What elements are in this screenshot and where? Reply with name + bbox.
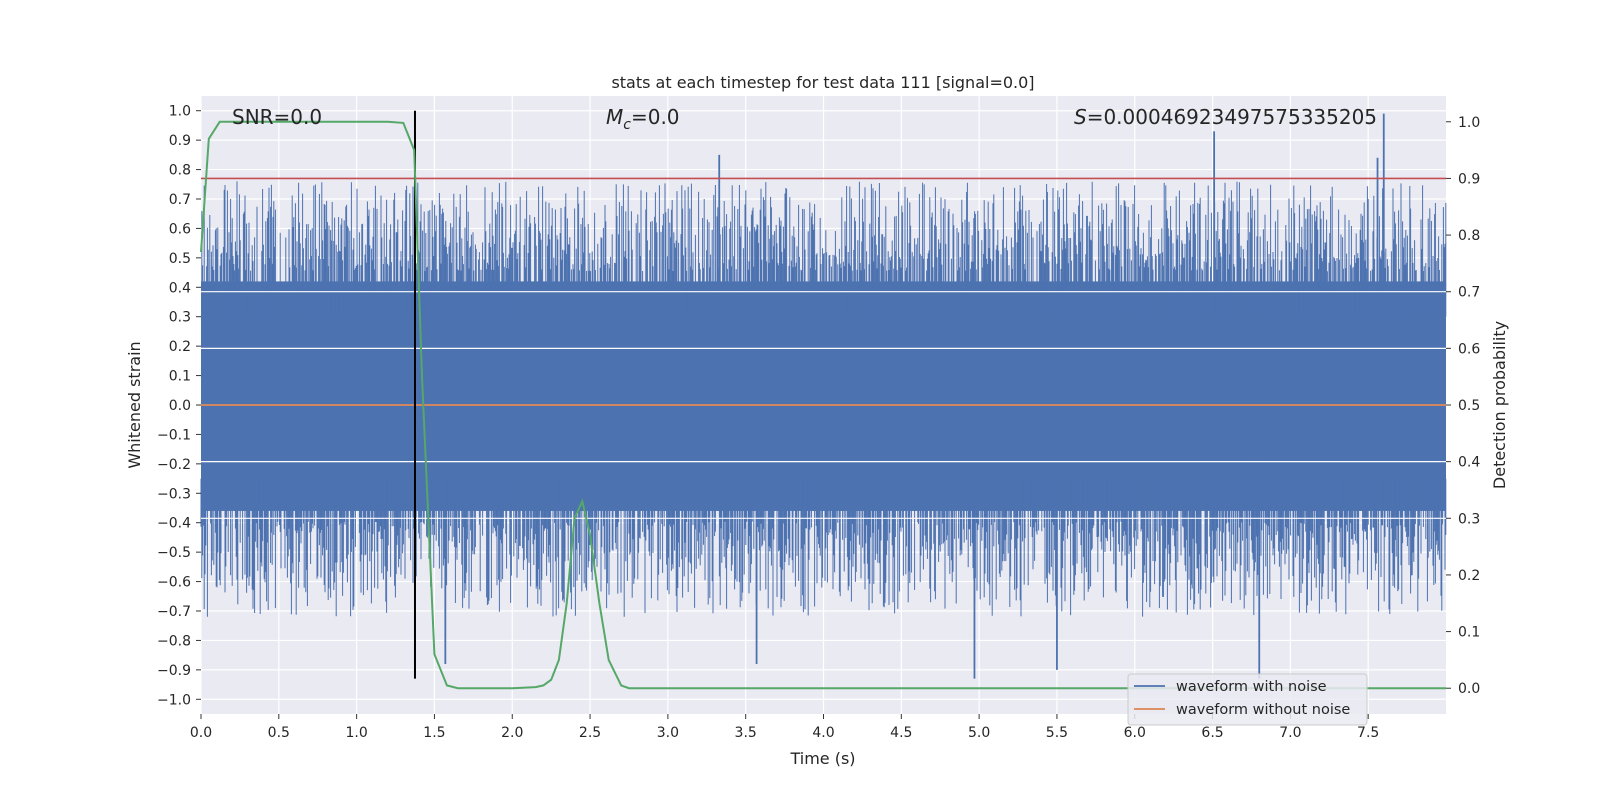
y-axis-ticks: 1.0 0.9 0.8 0.7 0.6 0.5 0.4 0.3 0.2 0.1 0.0 −0.1 −0.…	[157, 104, 201, 708]
x-tick-label: 7.5	[1357, 725, 1379, 741]
y-tick-label: −1.0	[157, 692, 191, 708]
x-axis-label: Time (s)	[789, 749, 855, 768]
y-tick-label: 0.4	[169, 280, 191, 296]
x-tick-label: 3.0	[657, 725, 679, 741]
y2-tick-label: 0.8	[1458, 228, 1480, 244]
snr-annotation: SNR=0.0	[232, 105, 322, 129]
y2-axis-ticks: 1.0 0.9 0.8 0.7 0.6 0.5 0.4 0.3 0.2 0.1 0.0	[1446, 115, 1480, 697]
y-axis-label: Whitened strain	[125, 341, 144, 468]
x-tick-label: 4.0	[812, 725, 834, 741]
x-tick-label: 1.5	[423, 725, 445, 741]
x-tick-label: 2.5	[579, 725, 601, 741]
y-tick-label: −0.4	[157, 516, 191, 532]
y2-tick-label: 0.2	[1458, 568, 1480, 584]
x-axis-ticks: 0.0 0.5 1.0 1.5 2.0 2.5 3.0 3.5 4.0 4.5 5.0 5.5 6.0 6…	[190, 714, 1379, 741]
y-tick-label: 0.6	[169, 221, 191, 237]
y-tick-label: −0.8	[157, 633, 191, 649]
y-tick-label: 0.0	[169, 398, 191, 414]
chirp-mass-annotation: Mc=0.0	[606, 105, 680, 133]
y-tick-label: −0.1	[157, 427, 191, 443]
x-tick-label: 0.0	[190, 725, 212, 741]
y2-tick-label: 0.6	[1458, 341, 1480, 357]
y-tick-label: 0.3	[169, 310, 191, 326]
y2-tick-label: 0.1	[1458, 625, 1480, 641]
y2-tick-label: 0.7	[1458, 285, 1480, 301]
x-tick-label: 0.5	[268, 725, 290, 741]
detection-probability-line	[200, 120, 1446, 690]
detection-probability-series	[200, 120, 1446, 690]
legend-label-clean: waveform without noise	[1176, 702, 1350, 718]
y-tick-label: −0.3	[157, 486, 191, 502]
y-tick-label: −0.7	[157, 604, 191, 620]
x-tick-label: 2.0	[501, 725, 523, 741]
y-tick-label: −0.9	[157, 663, 191, 679]
waveform-with-noise-series	[200, 113, 1447, 679]
legend: waveform with noise waveform without noi…	[1127, 673, 1368, 726]
legend-box	[1127, 673, 1368, 726]
legend-label-noise: waveform with noise	[1176, 679, 1327, 695]
y-tick-label: 0.8	[169, 163, 191, 179]
y2-tick-label: 0.0	[1458, 681, 1480, 697]
y-tick-label: −0.5	[157, 545, 191, 561]
y-tick-label: 0.1	[169, 369, 191, 385]
x-tick-label: 1.0	[345, 725, 367, 741]
x-tick-label: 3.5	[735, 725, 757, 741]
y-tick-label: 0.5	[169, 251, 191, 267]
y-tick-label: 0.2	[169, 339, 191, 355]
y2-tick-label: 0.9	[1458, 171, 1480, 187]
y-tick-label: −0.2	[157, 457, 191, 473]
x-tick-label: 5.5	[1046, 725, 1068, 741]
reference-lines	[201, 110, 1446, 679]
x-tick-label: 7.0	[1279, 725, 1301, 741]
x-tick-label: 5.0	[968, 725, 990, 741]
y2-tick-label: 1.0	[1458, 115, 1480, 131]
y2-tick-label: 0.4	[1458, 455, 1480, 471]
y-tick-label: −0.6	[157, 575, 191, 591]
x-tick-label: 6.5	[1201, 725, 1223, 741]
x-tick-label: 6.0	[1124, 725, 1146, 741]
noise-band	[201, 281, 1446, 511]
x-tick-label: 4.5	[890, 725, 912, 741]
y2-tick-label: 0.5	[1458, 398, 1480, 414]
y-tick-label: 0.7	[169, 192, 191, 208]
y2-tick-label: 0.3	[1458, 511, 1480, 527]
y-tick-label: 1.0	[169, 104, 191, 120]
statistic-annotation: S=0.00046923497575335205	[1074, 105, 1377, 129]
y-tick-label: 0.9	[169, 133, 191, 149]
chart-title: stats at each timestep for test data 111…	[611, 73, 1034, 92]
y2-axis-label: Detection probability	[1490, 321, 1509, 489]
